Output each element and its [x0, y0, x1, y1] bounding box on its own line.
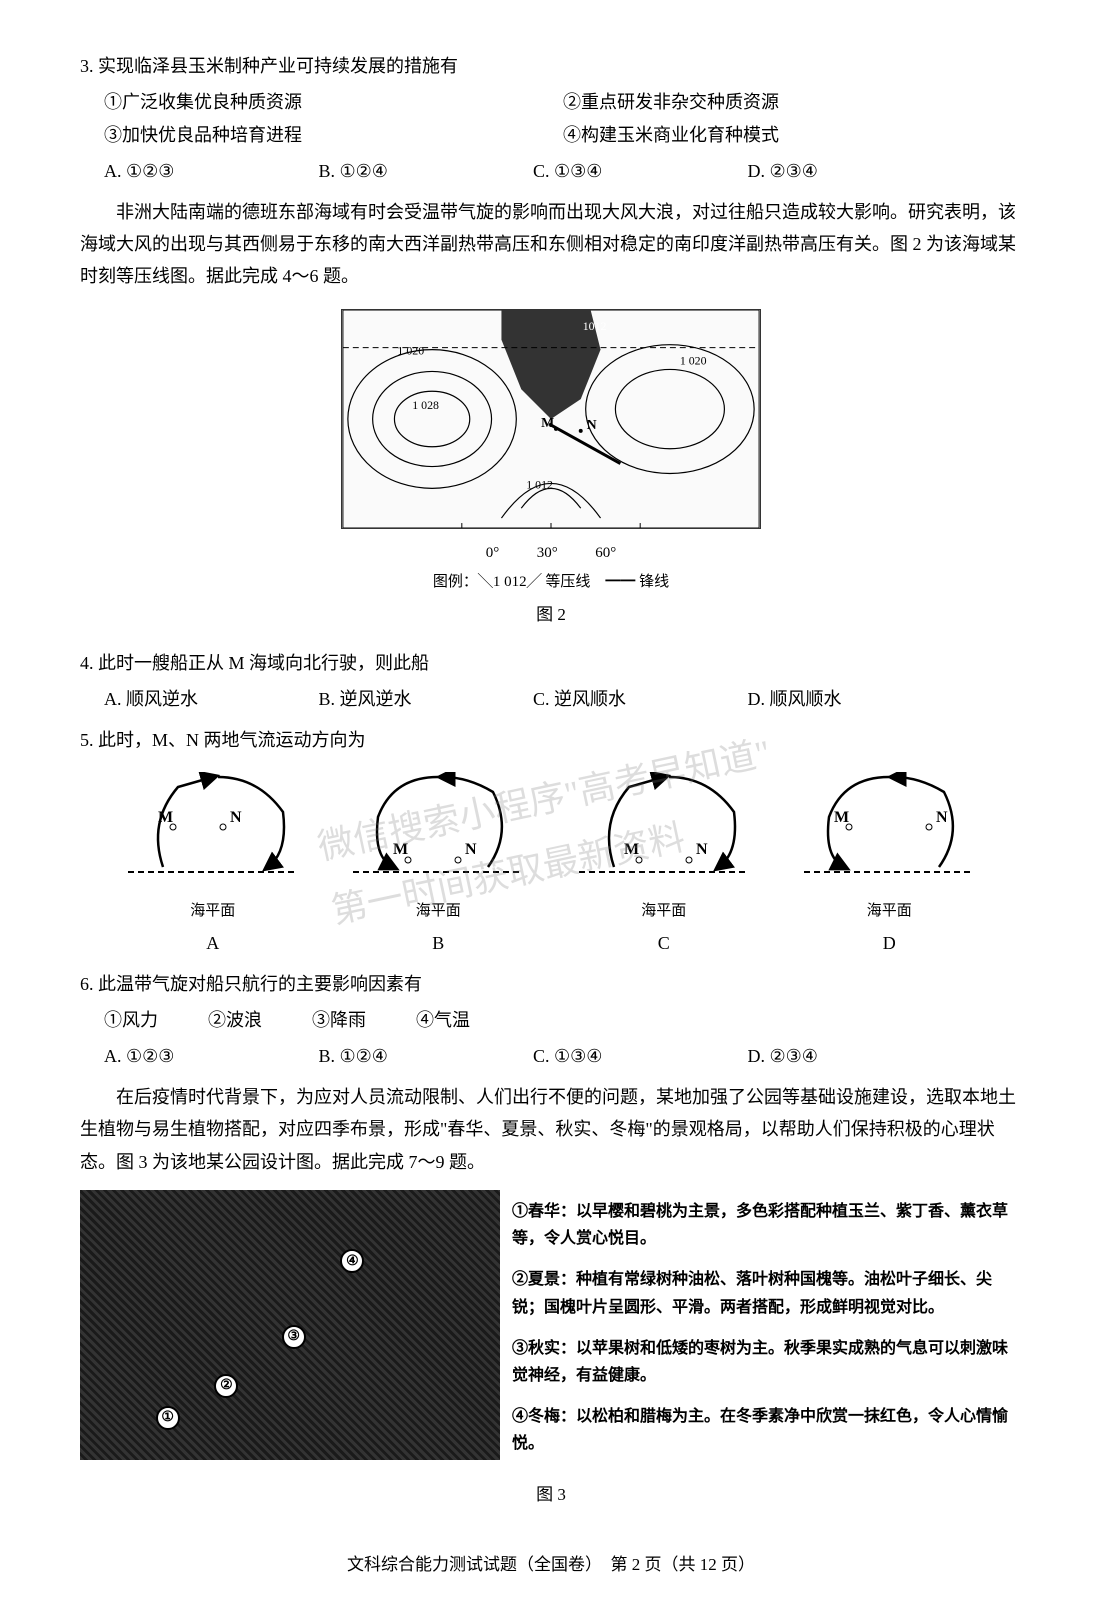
- q6-stem: 6. 此温带气旋对船只航行的主要影响因素有: [80, 968, 1022, 1000]
- q4-choice-a: A. 顺风逆水: [104, 683, 319, 715]
- svg-text:1 012: 1 012: [526, 477, 553, 491]
- q5-b-sealevel: 海平面: [343, 898, 533, 925]
- q4-choice-c: C. 逆风顺水: [533, 683, 748, 715]
- svg-text:1 020: 1 020: [397, 343, 424, 357]
- q5-diagrams: M N 海平面 A M N 海平面 B: [80, 772, 1022, 960]
- q6-factor-3: ③降雨: [312, 1004, 366, 1036]
- svg-text:1 028: 1 028: [412, 398, 439, 412]
- figure-2-lon-0: 0°: [486, 545, 500, 561]
- svg-text:N: N: [936, 809, 948, 826]
- q5-d-letter: D: [794, 927, 984, 959]
- q5-c-sealevel: 海平面: [569, 898, 759, 925]
- q4-choice-b: B. 逆风逆水: [319, 683, 534, 715]
- q5-a-sealevel: 海平面: [118, 898, 308, 925]
- passage-2: 在后疫情时代背景下，为应对人员流动限制、人们出行不便的问题，某地加强了公园等基础…: [80, 1081, 1022, 1178]
- fig3-desc-2: ②夏景：种植有常绿树种油松、落叶树种国槐等。油松叶子细长、尖锐；国槐叶片呈圆形、…: [512, 1266, 1022, 1320]
- svg-text:N: N: [696, 841, 708, 858]
- q3-stem: 3. 实现临泽县玉米制种产业可持续发展的措施有: [80, 50, 1022, 82]
- figure-3-image: ① ② ③ ④: [80, 1190, 500, 1460]
- svg-text:M: M: [393, 841, 408, 858]
- svg-text:N: N: [587, 418, 597, 433]
- svg-text:N: N: [230, 809, 242, 826]
- figure-2-lon-1: 30°: [537, 545, 558, 561]
- q3-choice-c: C. ①③④: [533, 155, 748, 187]
- figure-2-map: 23.5° 1 020 1 028 1 012 1 020 1012 M: [341, 309, 761, 529]
- q5-stem: 5. 此时，M、N 两地气流运动方向为: [80, 724, 1022, 756]
- q6-choice-b: B. ①②④: [319, 1040, 534, 1072]
- q4-stem: 4. 此时一艘船正从 M 海域向北行驶，则此船: [80, 647, 1022, 679]
- svg-text:1 020: 1 020: [680, 353, 707, 367]
- fig3-desc-1: ①春华：以早樱和碧桃为主景，多色彩搭配种植玉兰、紫丁香、薰衣草等，令人赏心悦目。: [512, 1198, 1022, 1252]
- q6-choice-c: C. ①③④: [533, 1040, 748, 1072]
- q6-factor-1: ①风力: [104, 1004, 158, 1036]
- svg-text:N: N: [465, 841, 477, 858]
- passage-1: 非洲大陆南端的德班东部海域有时会受温带气旋的影响而出现大风大浪，对过往船只造成较…: [80, 196, 1022, 293]
- q3-item-2: ②重点研发非杂交种质资源: [563, 86, 1022, 118]
- q6-factor-2: ②波浪: [208, 1004, 262, 1036]
- q3-item-1: ①广泛收集优良种质资源: [104, 86, 563, 118]
- q6-choice-d: D. ②③④: [748, 1040, 963, 1072]
- q3-choice-a: A. ①②③: [104, 155, 319, 187]
- fig3-desc-4: ④冬梅：以松柏和腊梅为主。在冬季素净中欣赏一抹红色，令人心情愉悦。: [512, 1403, 1022, 1457]
- fig3-desc-3: ③秋实：以苹果树和低矮的枣树为主。秋季果实成熟的气息可以刺激味觉神经，有益健康。: [512, 1335, 1022, 1389]
- svg-text:M: M: [834, 809, 849, 826]
- fig3-marker-3: ③: [282, 1325, 306, 1349]
- figure-2-label: 图 2: [80, 600, 1022, 631]
- q5-d-sealevel: 海平面: [794, 898, 984, 925]
- svg-text:M: M: [541, 416, 554, 431]
- q3-item-4: ④构建玉米商业化育种模式: [563, 119, 1022, 151]
- svg-text:1012: 1012: [583, 319, 607, 333]
- figure-2-lon-2: 60°: [595, 545, 616, 561]
- svg-text:M: M: [624, 841, 639, 858]
- figure-2-legend: 图例：╲1 012╱ 等压线 ━━ 锋线: [80, 569, 1022, 596]
- page-footer: 文科综合能力测试试题（全国卷） 第 2 页（共 12 页）: [80, 1550, 1022, 1581]
- q5-b-letter: B: [343, 927, 533, 959]
- q6-choice-a: A. ①②③: [104, 1040, 319, 1072]
- figure-3-label: 图 3: [80, 1480, 1022, 1511]
- q4-choice-d: D. 顺风顺水: [748, 683, 963, 715]
- q6-factor-4: ④气温: [416, 1004, 470, 1036]
- fig3-marker-2: ②: [214, 1374, 238, 1398]
- q3-choice-d: D. ②③④: [748, 155, 963, 187]
- q3-choice-b: B. ①②④: [319, 155, 534, 187]
- q5-c-letter: C: [569, 927, 759, 959]
- q5-a-letter: A: [118, 927, 308, 959]
- fig3-marker-1: ①: [156, 1406, 180, 1430]
- q3-item-3: ③加快优良品种培育进程: [104, 119, 563, 151]
- fig3-marker-4: ④: [340, 1249, 364, 1273]
- svg-text:M: M: [158, 809, 173, 826]
